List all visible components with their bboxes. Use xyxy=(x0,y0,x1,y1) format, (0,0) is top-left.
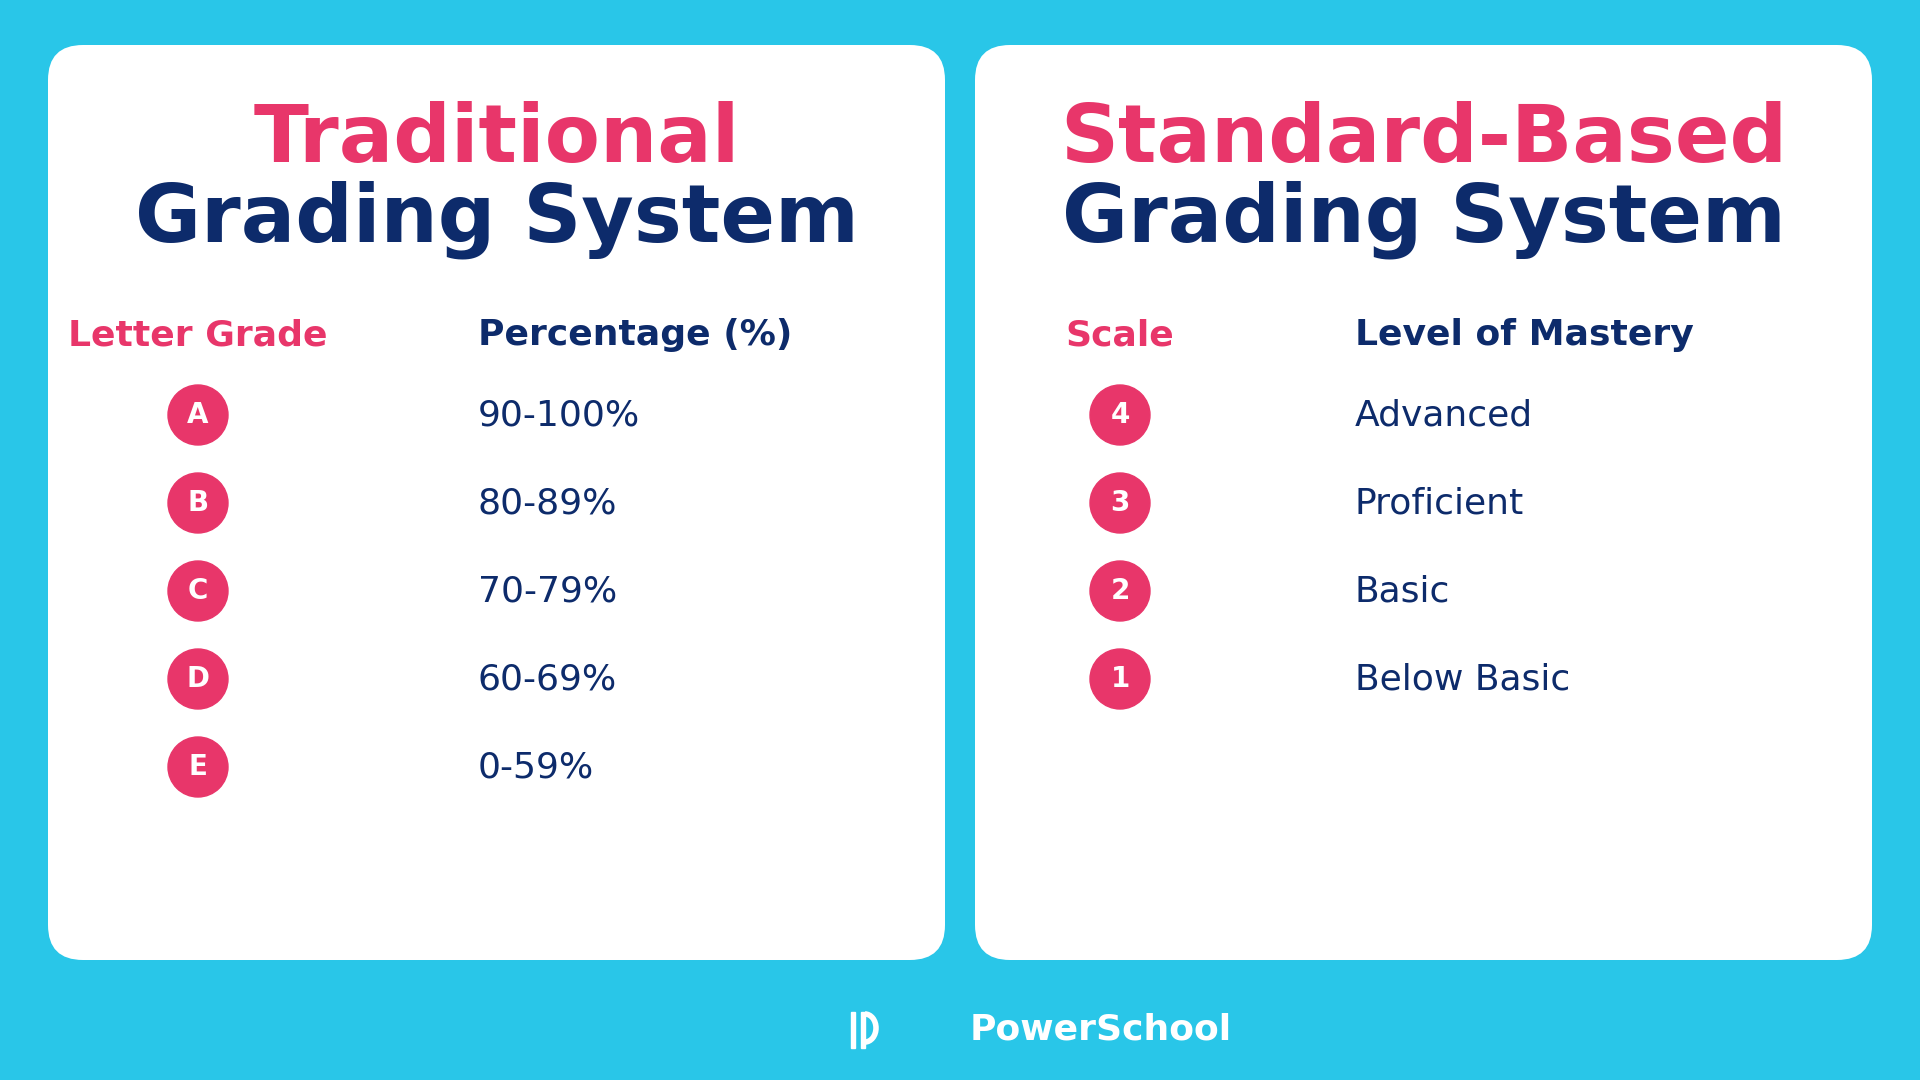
Text: E: E xyxy=(188,753,207,781)
Circle shape xyxy=(1091,649,1150,708)
Text: Grading System: Grading System xyxy=(1062,180,1786,259)
Text: 2: 2 xyxy=(1110,577,1129,605)
Circle shape xyxy=(1091,561,1150,621)
FancyBboxPatch shape xyxy=(975,45,1872,960)
Text: C: C xyxy=(188,577,207,605)
Text: Below Basic: Below Basic xyxy=(1356,662,1571,696)
Bar xyxy=(851,1012,854,1048)
Text: Traditional: Traditional xyxy=(253,102,739,179)
Text: D: D xyxy=(186,665,209,693)
Circle shape xyxy=(169,649,228,708)
Circle shape xyxy=(1091,473,1150,534)
Text: Basic: Basic xyxy=(1356,573,1450,608)
Bar xyxy=(860,1012,866,1048)
Text: Level of Mastery: Level of Mastery xyxy=(1356,318,1693,352)
Text: Letter Grade: Letter Grade xyxy=(69,318,328,352)
Text: B: B xyxy=(188,489,209,517)
Text: 80-89%: 80-89% xyxy=(478,486,618,519)
Text: Scale: Scale xyxy=(1066,318,1175,352)
Circle shape xyxy=(169,384,228,445)
Text: Grading System: Grading System xyxy=(134,180,858,259)
Text: 70-79%: 70-79% xyxy=(478,573,616,608)
Text: Advanced: Advanced xyxy=(1356,399,1534,432)
Circle shape xyxy=(169,561,228,621)
Text: Proficient: Proficient xyxy=(1356,486,1524,519)
Text: 60-69%: 60-69% xyxy=(478,662,616,696)
Text: A: A xyxy=(188,401,209,429)
Text: 3: 3 xyxy=(1110,489,1129,517)
Text: Standard-Based: Standard-Based xyxy=(1060,102,1788,179)
Text: 4: 4 xyxy=(1110,401,1129,429)
Text: 90-100%: 90-100% xyxy=(478,399,639,432)
FancyBboxPatch shape xyxy=(48,45,945,960)
Text: PowerSchool: PowerSchool xyxy=(970,1013,1233,1047)
Text: 1: 1 xyxy=(1110,665,1129,693)
Text: Percentage (%): Percentage (%) xyxy=(478,318,793,352)
Circle shape xyxy=(1091,384,1150,445)
Circle shape xyxy=(169,473,228,534)
Circle shape xyxy=(169,737,228,797)
Text: 0-59%: 0-59% xyxy=(478,750,595,784)
